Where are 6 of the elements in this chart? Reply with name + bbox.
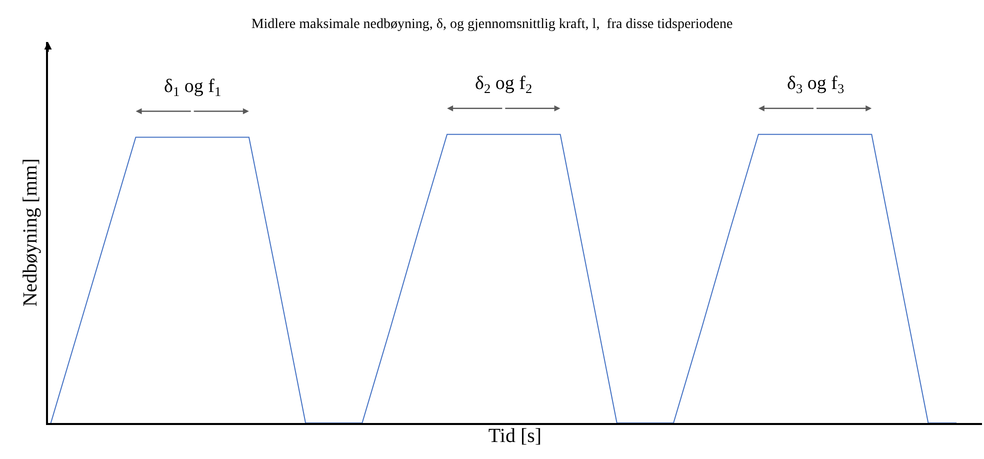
y-axis-title: Nedbøyning [mm] [19, 158, 42, 307]
chart-title: Midlere maksimale nedbøyning, δ, og gjennomsnittlig kraft, l, fra disse tidsperiodene [251, 17, 733, 32]
text: δ$_{1}$ og f$_{1}$ [164, 76, 222, 99]
text: δ$_{2}$ og f$_{2}$ [475, 73, 532, 96]
x-axis-title: Tid [s] [488, 424, 542, 447]
text: δ$_{3}$ og f$_{3}$ [787, 73, 844, 96]
